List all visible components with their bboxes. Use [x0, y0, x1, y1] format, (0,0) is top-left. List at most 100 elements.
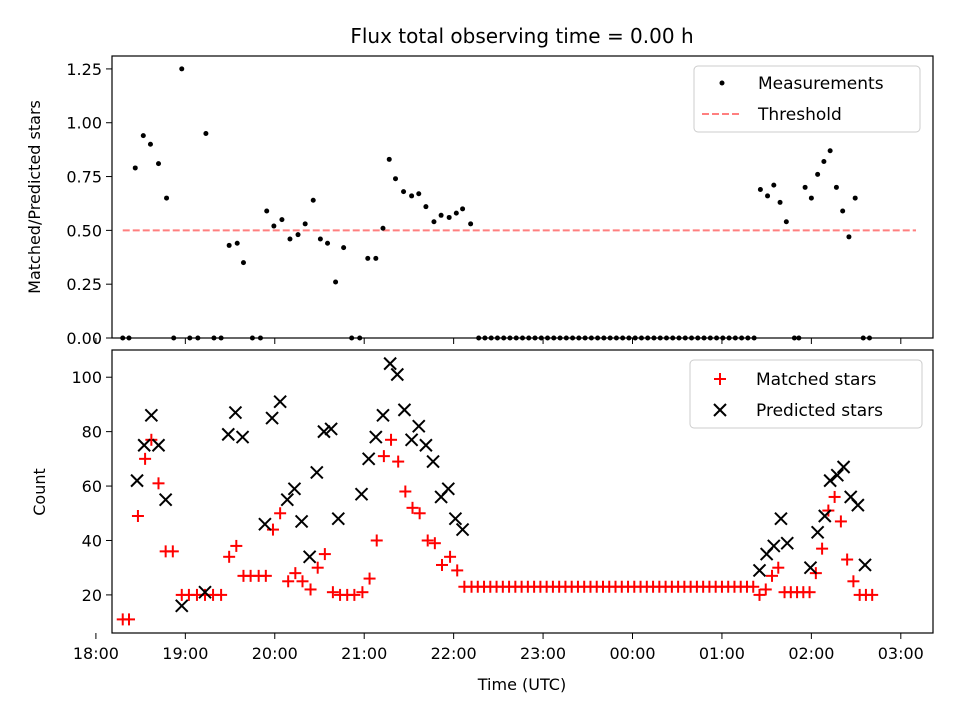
- measurement-point: [380, 225, 386, 231]
- predicted-star-marker: [310, 465, 324, 480]
- figure-title: Flux total observing time = 0.00 h: [350, 24, 693, 48]
- matched-star-marker: [363, 572, 376, 585]
- predicted-star-marker: [144, 408, 159, 423]
- matched-star-marker: [145, 433, 158, 446]
- predicted-star-marker: [273, 394, 287, 409]
- matched-star-marker: [444, 550, 457, 563]
- ratio-y-axis: 0.00 0.25 0.50 0.75 1.00 1.25: [66, 60, 112, 348]
- measurement-point: [846, 234, 852, 240]
- matched-star-marker: [356, 586, 369, 599]
- measurement-point: [416, 191, 422, 197]
- count-legend: Matched stars Predicted stars: [689, 359, 923, 429]
- ratio-legend-box: [693, 65, 921, 133]
- measurement-point: [808, 195, 814, 201]
- matched-star-marker: [822, 504, 835, 517]
- matched-star-marker: [274, 507, 287, 520]
- predicted-star-marker: [426, 454, 440, 469]
- count-x-axis: 18:00 19:00 20:00 21:00 22:00 23:00 00:00 01:00…: [73, 633, 924, 663]
- measurement-point: [279, 217, 285, 223]
- measurement-point: [310, 197, 316, 203]
- matched-star-marker: [834, 515, 847, 528]
- predicted-star-marker: [419, 438, 433, 452]
- predicted-star-marker: [258, 517, 272, 531]
- legend-measurements-marker: [719, 80, 725, 86]
- y-tick-label: 20: [82, 586, 102, 605]
- measurement-point: [431, 219, 437, 225]
- y-tick-label: 1.25: [66, 60, 102, 79]
- predicted-star-marker: [823, 473, 837, 488]
- matched-star-marker: [296, 575, 309, 588]
- matched-star-marker: [326, 586, 339, 599]
- measurement-point: [179, 66, 185, 72]
- matched-star-marker: [370, 534, 383, 547]
- measurement-point: [373, 255, 379, 261]
- measurement-point: [287, 236, 293, 242]
- matched-star-marker: [215, 588, 228, 601]
- x-axis-label: Time (UTC): [477, 675, 566, 694]
- matched-star-marker: [152, 477, 165, 490]
- predicted-star-marker: [228, 405, 243, 420]
- measurement-point: [386, 156, 392, 162]
- legend-matched-label: Matched stars: [756, 370, 876, 390]
- matched-star-marker: [259, 569, 272, 582]
- predicted-star-marker: [818, 509, 832, 523]
- x-tick-label: 18:00: [73, 644, 119, 663]
- measurement-point: [423, 204, 429, 210]
- y-tick-label: 0.75: [66, 168, 102, 187]
- predicted-star-marker: [412, 419, 426, 433]
- measurement-point: [852, 195, 858, 201]
- y-tick-label: 1.00: [66, 114, 102, 133]
- measurement-point: [264, 208, 270, 214]
- predicted-star-marker: [151, 438, 166, 452]
- predicted-star-marker: [175, 599, 189, 613]
- matched-star-marker: [377, 450, 390, 463]
- matched-star-marker: [759, 583, 772, 596]
- measurement-point: [240, 260, 246, 266]
- predicted-star-marker: [280, 492, 294, 507]
- measurement-point: [234, 240, 240, 246]
- count-axes-frame: [111, 349, 934, 634]
- measurement-point: [840, 208, 846, 214]
- matched-star-marker: [841, 553, 854, 566]
- matched-star-marker: [282, 575, 295, 588]
- matched-star-marker: [436, 558, 449, 571]
- legend-predicted-marker: [713, 403, 727, 417]
- y-tick-label: 0.50: [66, 221, 102, 240]
- predicted-star-marker: [317, 424, 331, 439]
- predicted-star-marker: [376, 408, 390, 423]
- y-tick-label: 0.00: [66, 329, 102, 348]
- predicted-star-marker: [198, 585, 212, 599]
- ratio-legend: Measurements Threshold: [693, 65, 921, 133]
- measurement-point: [401, 189, 407, 195]
- matched-star-marker: [753, 588, 766, 601]
- predicted-star-marker: [397, 403, 412, 417]
- y-tick-label: 40: [82, 531, 102, 550]
- matched-star-marker: [766, 569, 779, 582]
- predicted-star-marker: [752, 563, 767, 578]
- predicted-star-marker: [158, 492, 173, 507]
- ratio-x-axis: [95, 338, 902, 344]
- matched-star-marker: [230, 539, 243, 552]
- y-tick-label: 100: [71, 368, 102, 387]
- predicted-star-marker: [803, 560, 818, 575]
- measurement-point: [438, 212, 444, 218]
- matched-star-marker: [122, 613, 135, 626]
- matched-star-marker: [318, 548, 331, 561]
- predicted-star-marker: [448, 512, 463, 526]
- measurement-point: [156, 161, 162, 167]
- matched-star-marker: [131, 509, 144, 522]
- matched-star-marker: [223, 550, 236, 563]
- predicted-star-marker: [294, 514, 309, 529]
- measurement-point: [468, 221, 474, 227]
- measurement-point: [783, 219, 789, 225]
- matched-star-marker: [392, 455, 405, 468]
- matched-star-marker: [803, 586, 816, 599]
- x-tick-label: 21:00: [341, 644, 387, 663]
- x-tick-label: 20:00: [252, 644, 298, 663]
- predicted-star-marker: [780, 536, 794, 550]
- y-tick-label: 0.25: [66, 275, 102, 294]
- x-tick-label: 01:00: [699, 644, 745, 663]
- predicted-star-marker: [441, 482, 455, 496]
- matched-star-marker: [289, 567, 302, 580]
- predicted-star-marker: [810, 525, 825, 540]
